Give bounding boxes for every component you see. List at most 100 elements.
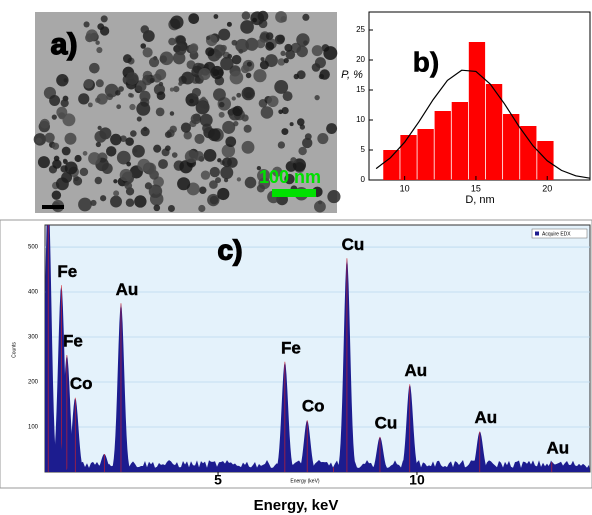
particle	[96, 93, 108, 105]
particle	[284, 173, 295, 185]
particle	[142, 74, 153, 86]
particle	[97, 125, 102, 130]
particle	[164, 131, 172, 139]
peak	[45, 225, 61, 472]
y-tick-label: 0	[361, 175, 366, 184]
particle	[218, 111, 225, 118]
particle	[153, 144, 162, 153]
particle	[317, 132, 329, 145]
peak-label: Fe	[281, 338, 301, 357]
particle	[213, 14, 219, 19]
particle	[265, 32, 274, 40]
bar	[468, 42, 486, 180]
particle	[136, 101, 151, 116]
particle	[260, 106, 274, 119]
particle	[278, 109, 283, 115]
particle	[158, 81, 164, 87]
particle	[314, 94, 320, 101]
peak-label: Au	[116, 280, 139, 299]
particle	[95, 141, 102, 148]
particle	[265, 41, 275, 51]
particle	[55, 177, 69, 191]
y-tick-label: 400	[28, 290, 39, 296]
particle	[241, 86, 256, 101]
particle	[257, 169, 271, 183]
x-tick-label: 20	[542, 183, 552, 193]
scale-bar-label: 100 nm	[259, 167, 321, 187]
particle	[134, 195, 147, 208]
particle	[94, 176, 103, 185]
particle	[61, 146, 71, 156]
particle	[217, 158, 222, 163]
particle	[293, 73, 300, 80]
particle	[169, 87, 174, 92]
particle	[101, 162, 113, 174]
particle	[62, 158, 68, 163]
particle	[73, 176, 83, 186]
particle	[139, 90, 151, 102]
particle	[319, 69, 330, 80]
particle	[220, 44, 227, 52]
particle	[199, 113, 213, 127]
y-axis-label: Counts	[11, 342, 17, 358]
particle	[62, 113, 76, 127]
particle	[314, 200, 326, 213]
bar	[383, 150, 400, 180]
particle	[221, 144, 236, 158]
particle	[311, 63, 321, 72]
x-tick-label: 5	[214, 472, 222, 488]
particle	[280, 16, 287, 23]
particle	[52, 159, 62, 169]
particle	[190, 113, 202, 125]
particle	[78, 93, 90, 105]
y-axis-label: P, %	[341, 69, 363, 81]
y-tick-label: 15	[356, 85, 365, 94]
particle	[188, 44, 198, 54]
particle	[119, 168, 133, 182]
particle	[244, 176, 257, 189]
bar	[434, 111, 451, 180]
particle	[90, 199, 97, 207]
tem-image	[33, 10, 341, 213]
fit-curve	[375, 69, 590, 179]
particle	[296, 33, 310, 47]
particle	[231, 54, 242, 65]
particle	[149, 77, 155, 83]
particle	[218, 101, 225, 108]
particle	[283, 58, 289, 64]
particle	[220, 166, 234, 180]
particle	[290, 157, 297, 164]
peak-label: Au	[546, 439, 569, 458]
particle	[133, 148, 138, 153]
particle	[240, 20, 254, 34]
particle	[194, 151, 204, 161]
particle	[231, 96, 236, 101]
particle	[95, 40, 100, 45]
particle	[124, 181, 133, 190]
particle	[245, 72, 252, 79]
x-tick-label: 10	[409, 472, 425, 488]
bar	[485, 84, 503, 180]
particle	[88, 152, 101, 165]
particle	[153, 204, 161, 212]
particle	[217, 187, 230, 201]
particle	[240, 64, 250, 74]
particle	[259, 60, 269, 70]
particle	[227, 157, 238, 168]
particle	[148, 57, 160, 68]
peak-label: Co	[70, 374, 93, 393]
particle	[126, 161, 132, 167]
particle	[277, 141, 286, 149]
particle	[241, 140, 255, 154]
particle	[250, 11, 265, 26]
particle	[246, 61, 252, 67]
particle	[60, 99, 69, 108]
particle	[260, 57, 265, 62]
particle	[272, 166, 283, 177]
peak-label: Cu	[342, 235, 365, 254]
particle	[222, 120, 236, 134]
particle	[110, 195, 122, 208]
particle	[125, 137, 134, 146]
particle	[327, 190, 341, 204]
particle	[173, 85, 180, 93]
